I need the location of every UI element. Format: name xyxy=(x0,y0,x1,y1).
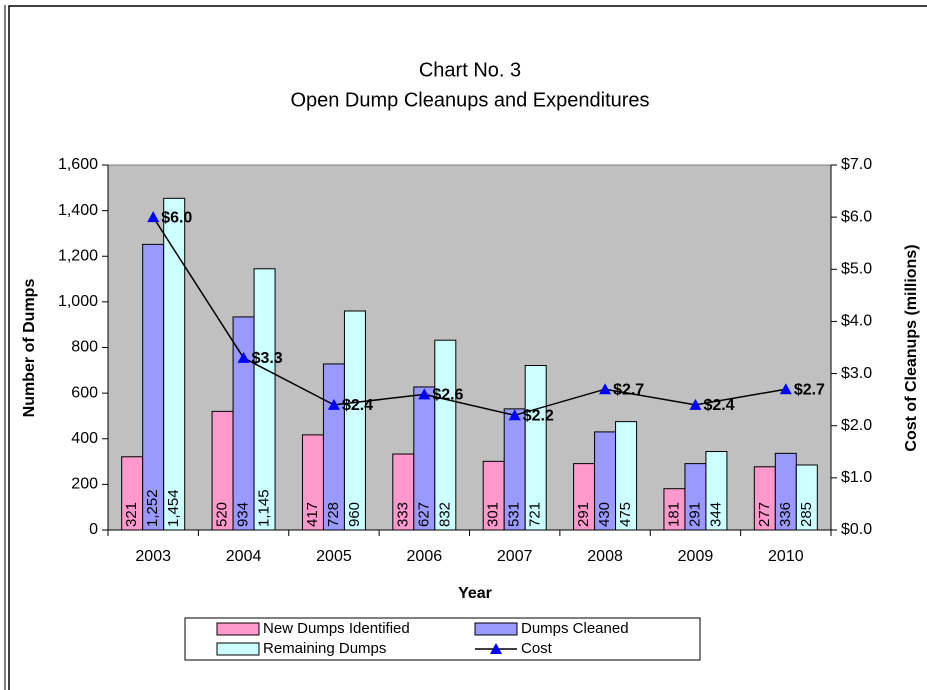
legend-swatch xyxy=(216,642,260,656)
data-label: 321 xyxy=(123,502,140,527)
y-tick-label: 1,000 xyxy=(58,293,98,310)
y-tick-label: 400 xyxy=(71,430,98,447)
data-label: 181 xyxy=(665,502,682,527)
data-label: 1,145 xyxy=(256,489,273,527)
y-tick-label: 1,200 xyxy=(58,247,98,264)
frame xyxy=(8,5,927,690)
data-label: 627 xyxy=(415,502,432,527)
bar xyxy=(615,421,638,531)
legend-swatch xyxy=(216,622,260,636)
data-label: 333 xyxy=(394,502,411,527)
data-label: 430 xyxy=(596,502,613,527)
x-tick-label: 2009 xyxy=(678,548,714,565)
data-label: 728 xyxy=(325,502,342,527)
y2-tick-label: $3.0 xyxy=(841,365,872,382)
x-axis-title: Year xyxy=(458,585,492,602)
legend xyxy=(184,617,701,661)
data-label: $3.3 xyxy=(252,350,283,367)
y-axis-title: Number of Dumps xyxy=(21,279,38,418)
y-tick-label: 800 xyxy=(71,339,98,356)
marker xyxy=(779,383,792,395)
y2-tick-label: $1.0 xyxy=(841,469,872,486)
bar xyxy=(232,316,255,531)
y2-tick-label: $5.0 xyxy=(841,261,872,278)
marker xyxy=(418,388,431,400)
bar xyxy=(142,243,165,531)
bar xyxy=(343,310,366,531)
legend-label: Remaining Dumps xyxy=(263,640,386,657)
y-tick-label: 600 xyxy=(71,384,98,401)
chart-title: Chart No. 3 xyxy=(419,59,521,81)
data-label: 291 xyxy=(686,502,703,527)
data-label: 417 xyxy=(304,502,321,527)
y-tick-label: 1,600 xyxy=(58,156,98,173)
data-label: $2.7 xyxy=(613,381,644,398)
data-label: $2.4 xyxy=(703,397,734,414)
legend-swatch xyxy=(474,622,518,636)
data-label: 475 xyxy=(617,502,634,527)
y2-axis-title: Cost of Cleanups (millions) xyxy=(903,244,920,451)
marker xyxy=(508,409,521,421)
legend-label: New Dumps Identified xyxy=(263,620,410,637)
data-label: 1,454 xyxy=(165,489,182,527)
data-label: 277 xyxy=(756,502,773,527)
data-label: $2.2 xyxy=(523,408,554,425)
data-label: 721 xyxy=(527,502,544,527)
data-label: 285 xyxy=(798,502,815,527)
data-label: $6.0 xyxy=(161,209,192,226)
data-label: $2.7 xyxy=(794,381,825,398)
marker xyxy=(237,351,250,363)
marker xyxy=(327,398,340,410)
marker xyxy=(689,398,702,410)
y-tick-label: 200 xyxy=(71,476,98,493)
data-label: 301 xyxy=(485,502,502,527)
bar xyxy=(434,339,457,531)
legend-label: Cost xyxy=(521,640,553,657)
legend-label: Dumps Cleaned xyxy=(521,620,629,637)
data-label: 934 xyxy=(235,502,252,527)
legend-marker xyxy=(490,643,502,654)
x-tick-label: 2005 xyxy=(316,548,352,565)
bar xyxy=(795,464,818,531)
data-label: 531 xyxy=(506,502,523,527)
chart-subtitle: Open Dump Cleanups and Expenditures xyxy=(290,89,649,111)
bar xyxy=(705,451,728,531)
x-tick-label: 2010 xyxy=(768,548,804,565)
bar xyxy=(524,365,547,531)
marker xyxy=(147,211,160,223)
x-tick-label: 2006 xyxy=(407,548,443,565)
data-label: 291 xyxy=(575,502,592,527)
data-label: 344 xyxy=(707,502,724,527)
data-label: 832 xyxy=(436,502,453,527)
y2-tick-label: $6.0 xyxy=(841,208,872,225)
x-tick-label: 2004 xyxy=(226,548,262,565)
y2-tick-label: $7.0 xyxy=(841,156,872,173)
data-label: 1,252 xyxy=(144,489,161,527)
data-label: 336 xyxy=(777,502,794,527)
data-label: $2.4 xyxy=(342,397,373,414)
data-label: 520 xyxy=(214,502,231,527)
y2-tick-label: $4.0 xyxy=(841,313,872,330)
line xyxy=(152,216,786,417)
bar xyxy=(163,197,186,531)
x-tick-label: 2008 xyxy=(587,548,623,565)
y2-tick-label: $2.0 xyxy=(841,417,872,434)
marker xyxy=(599,383,612,395)
x-tick-label: 2007 xyxy=(497,548,533,565)
y2-tick-label: $0.0 xyxy=(841,521,872,538)
x-tick-label: 2003 xyxy=(135,548,171,565)
bar xyxy=(253,268,276,531)
data-label: $2.6 xyxy=(432,387,463,404)
y-tick-label: 0 xyxy=(89,521,98,538)
y-tick-label: 1,400 xyxy=(58,202,98,219)
data-label: 960 xyxy=(346,502,363,527)
